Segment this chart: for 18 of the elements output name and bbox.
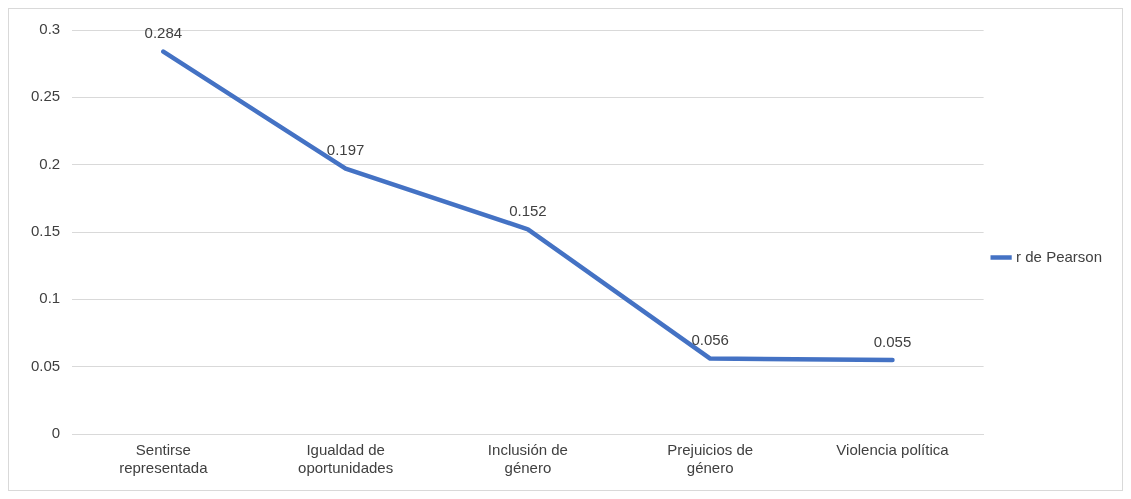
x-tick-label: Prejuicios de género xyxy=(667,441,754,477)
data-label: 0.152 xyxy=(509,201,547,219)
y-tick-label: 0.05 xyxy=(30,356,61,374)
y-tick-label: 0.15 xyxy=(30,222,61,240)
y-tick-label: 0 xyxy=(51,424,61,442)
y-tick-label: 0.2 xyxy=(39,154,61,172)
y-tick-label: 0.1 xyxy=(39,289,61,307)
y-tick-label: 0.25 xyxy=(30,87,61,105)
x-tick-label: Sentirse representada xyxy=(119,441,209,477)
data-label: 0.055 xyxy=(873,332,912,350)
legend-label: r de Pearson xyxy=(1016,247,1103,265)
data-label: 0.284 xyxy=(144,24,183,42)
data-label: 0.056 xyxy=(691,331,729,349)
x-tick-label: Inclusión de género xyxy=(487,441,568,477)
data-label: 0.197 xyxy=(326,141,365,159)
x-tick-label: Violencia política xyxy=(836,441,950,459)
x-tick-label: Igualdad de oportunidades xyxy=(298,441,394,477)
y-tick-label: 0.3 xyxy=(39,20,61,38)
